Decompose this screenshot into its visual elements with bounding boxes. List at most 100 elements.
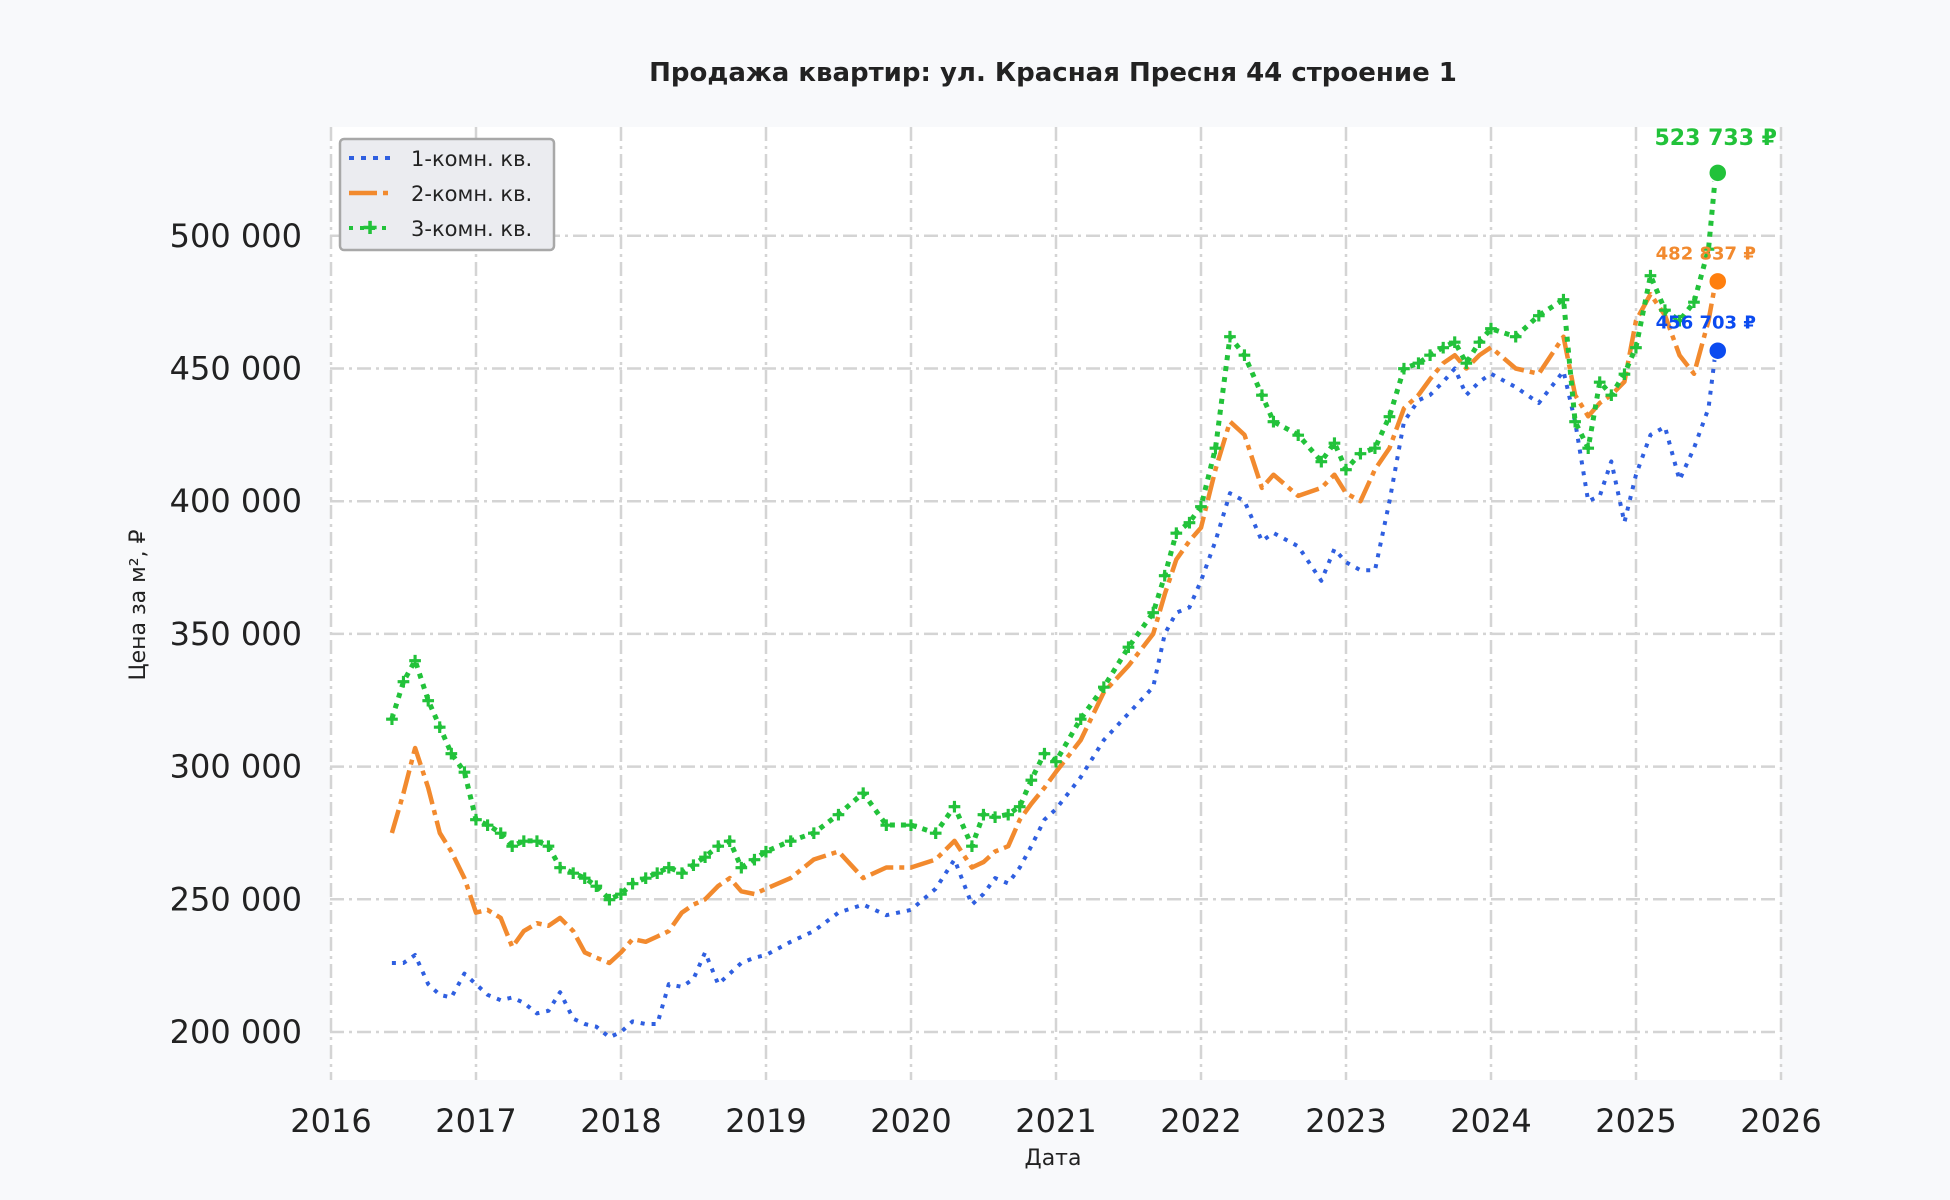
x-tick-label: 2023	[1305, 1102, 1386, 1140]
plus-marker-icon: ✚	[542, 837, 555, 856]
series-layer: ✚✚✚✚✚✚✚✚✚ ✚✚✚ ✚✚✚ ✚✚✚✚✚✚ ✚✚✚ ✚✚✚✚✚✚ ✚✚✚ ✚✚✚✚ ✚ ✚✚…	[385, 164, 1722, 1040]
plus-marker-icon: ✚	[1436, 338, 1449, 357]
plus-marker-icon: ✚	[1315, 452, 1328, 471]
plus-marker-icon: ✚	[362, 218, 377, 239]
plus-marker-icon: ✚	[1618, 365, 1631, 384]
plus-marker-icon: ✚	[1397, 360, 1410, 379]
plus-marker-icon: ✚	[1238, 346, 1251, 365]
y-tick-label: 250 000	[170, 880, 302, 918]
plus-marker-icon: ✚	[675, 864, 688, 883]
legend: 1-комн. кв. 2-комн. кв. ✚ 3-комн. кв.	[338, 137, 556, 252]
plus-marker-icon: ✚	[1702, 240, 1715, 259]
plus-marker-icon: ✚	[748, 850, 761, 869]
plus-marker-icon: ✚	[929, 824, 942, 843]
plus-marker-icon: ✚	[1509, 328, 1522, 347]
plus-marker-icon: ✚	[1170, 524, 1183, 543]
plus-marker-icon: ✚	[1049, 752, 1062, 771]
plus-marker-icon: ✚	[1223, 328, 1236, 347]
plus-marker-icon: ✚	[1194, 498, 1207, 517]
plus-marker-icon: ✚	[977, 805, 990, 824]
end-value-marker	[1708, 163, 1728, 183]
y-tick-label: 350 000	[170, 615, 302, 653]
plus-marker-icon: ✚	[965, 837, 978, 856]
y-tick-labels: 200 000 250 000 300 000 350 000 400 000 450 0…	[170, 217, 302, 1051]
plus-marker-icon: ✚	[687, 856, 700, 875]
plus-marker-icon: ✚	[1038, 744, 1051, 763]
legend-label-3room: 3-комн. кв.	[411, 217, 532, 241]
plus-marker-icon: ✚	[385, 710, 398, 729]
y-tick-label: 450 000	[170, 350, 302, 388]
plus-marker-icon: ✚	[1097, 678, 1110, 697]
plus-marker-icon: ✚	[1158, 567, 1171, 586]
plus-marker-icon: ✚	[1339, 460, 1352, 479]
plus-marker-icon: ✚	[590, 877, 603, 896]
plus-marker-icon: ✚	[566, 864, 579, 883]
plus-marker-icon: ✚	[711, 837, 724, 856]
x-tick-label: 2017	[435, 1102, 516, 1140]
plus-marker-icon: ✚	[1557, 290, 1570, 309]
plus-marker-icon: ✚	[784, 832, 797, 851]
plus-marker-icon: ✚	[517, 832, 530, 851]
plus-marker-icon: ✚	[1473, 333, 1486, 352]
plus-marker-icon: ✚	[1255, 386, 1268, 405]
plus-marker-icon: ✚	[1146, 604, 1159, 623]
plus-marker-icon: ✚	[832, 805, 845, 824]
plus-marker-icon: ✚	[1025, 771, 1038, 790]
y-tick-label: 500 000	[170, 217, 302, 255]
grid	[329, 127, 1783, 1080]
plus-marker-icon: ✚	[506, 837, 519, 856]
plus-marker-icon: ✚	[735, 858, 748, 877]
plus-marker-icon: ✚	[494, 824, 507, 843]
plus-marker-icon: ✚	[1328, 434, 1341, 453]
y-axis-label: Цена за м², ₽	[126, 529, 151, 680]
plus-marker-icon: ✚	[807, 824, 820, 843]
plus-marker-icon: ✚	[458, 763, 471, 782]
x-tick-label: 2020	[870, 1102, 951, 1140]
plus-marker-icon: ✚	[639, 869, 652, 888]
plus-marker-icon: ✚	[1383, 407, 1396, 426]
plus-marker-icon: ✚	[1013, 797, 1026, 816]
end-markers	[1708, 163, 1728, 361]
y-tick-label: 200 000	[170, 1013, 302, 1051]
plus-marker-icon: ✚	[1673, 312, 1686, 331]
plus-marker-icon: ✚	[1412, 354, 1425, 373]
plus-marker-icon: ✚	[530, 832, 543, 851]
plus-marker-icon: ✚	[1354, 444, 1367, 463]
plus-marker-icon: ✚	[1448, 333, 1461, 352]
plus-marker-icon: ✚	[1267, 413, 1280, 432]
plus-marker-icon: ✚	[1644, 267, 1657, 286]
x-tick-label: 2018	[580, 1102, 661, 1140]
legend-label-1room: 1-комн. кв.	[411, 147, 532, 171]
chart-title: Продажа квартир: ул. Красная Пресня 44 с…	[649, 58, 1457, 88]
plus-marker-icon: ✚	[1368, 439, 1381, 458]
plus-marker-icon: ✚	[1484, 320, 1497, 339]
value-annotation: 523 733 ₽	[1655, 126, 1777, 151]
x-tick-label: 2026	[1740, 1102, 1821, 1140]
plus-marker-icon: ✚	[1581, 439, 1594, 458]
x-tick-label: 2025	[1595, 1102, 1676, 1140]
x-tick-labels: 2016 2017 2018 2019 2020 2021 2022 2023 2024 2025…	[290, 1102, 1821, 1140]
y-tick-label: 300 000	[170, 748, 302, 786]
plus-marker-icon: ✚	[469, 811, 482, 830]
plus-marker-icon: ✚	[856, 784, 869, 803]
value-annotation: 482 837 ₽	[1656, 243, 1756, 264]
plus-marker-icon: ✚	[698, 848, 711, 867]
x-axis-label: Дата	[1025, 1146, 1082, 1171]
plus-marker-icon: ✚	[1074, 710, 1087, 729]
plus-marker-icon: ✚	[433, 718, 446, 737]
plus-marker-icon: ✚	[880, 816, 893, 835]
plus-marker-icon: ✚	[662, 858, 675, 877]
plus-marker-icon: ✚	[603, 890, 616, 909]
plus-marker-icon: ✚	[421, 691, 434, 710]
plus-marker-icon: ✚	[759, 843, 772, 862]
x-tick-label: 2022	[1160, 1102, 1241, 1140]
plus-marker-icon: ✚	[626, 874, 639, 893]
plus-marker-icon: ✚	[408, 651, 421, 670]
plus-marker-icon: ✚	[651, 864, 664, 883]
plus-marker-icon: ✚	[1658, 301, 1671, 320]
legend-box	[338, 137, 556, 252]
plus-marker-icon: ✚	[553, 858, 566, 877]
annotations: 523 733 ₽ 482 837 ₽ 456 703 ₽	[1655, 126, 1777, 334]
plus-marker-icon: ✚	[578, 869, 591, 888]
